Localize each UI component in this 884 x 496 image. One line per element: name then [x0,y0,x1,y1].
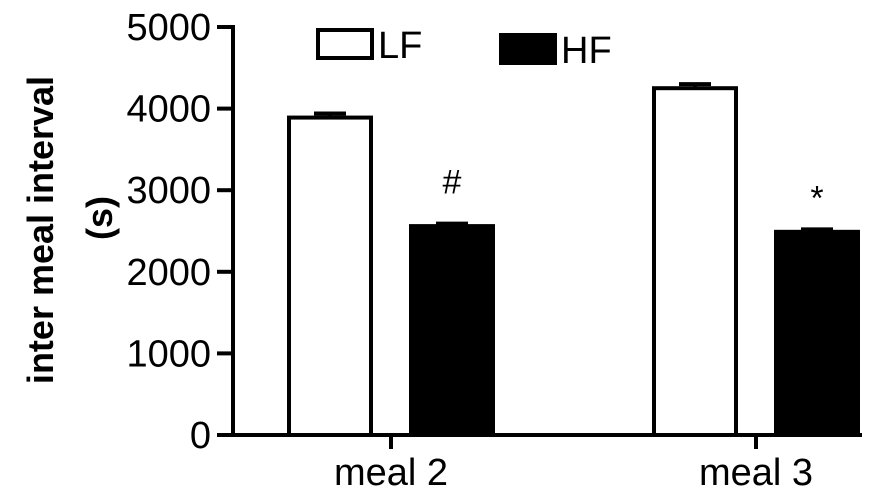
bar-hf-meal-2 [409,224,495,437]
bar-lf-meal-3 [652,86,738,437]
significance-annotation: * [810,179,823,217]
legend-label-hf: HF [561,30,612,72]
y-axis-label-line-2: (s) [79,196,120,240]
legend-label-lf: LF [378,25,422,67]
bar-lf-meal-2 [287,115,373,438]
bars: # * [287,82,860,438]
x-category-label: meal 2 [334,452,448,494]
y-tick-label: 3000 [126,170,211,212]
bar-hf-meal-3 [774,229,860,437]
legend-swatch-hf [499,33,557,65]
x-category-label: meal 3 [699,452,813,494]
legend-swatch-lf [316,28,374,60]
y-tick-label: 1000 [126,333,211,375]
y-tick-label: 4000 [126,89,211,131]
x-axis: meal 2 meal 3 [231,433,862,494]
y-tick-label: 0 [190,415,211,457]
significance-annotation: # [443,164,462,202]
y-axis-label-line-1: inter meal interval [20,76,61,384]
y-tick-label: 5000 [126,7,211,49]
y-axis-title: inter meal interval (s) [20,76,120,384]
legend: LF HF [316,25,612,72]
y-tick-label: 2000 [126,252,211,294]
y-axis: 0 1000 2000 3000 4000 5000 [126,7,235,457]
